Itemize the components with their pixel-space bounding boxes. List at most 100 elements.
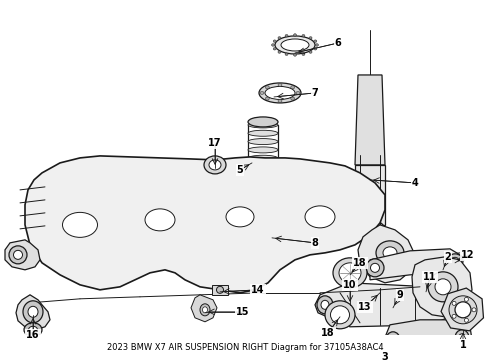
Ellipse shape — [366, 259, 384, 277]
Ellipse shape — [376, 241, 404, 265]
Ellipse shape — [258, 224, 298, 246]
Ellipse shape — [465, 297, 468, 301]
Ellipse shape — [9, 246, 27, 264]
Polygon shape — [355, 165, 385, 225]
Ellipse shape — [317, 296, 333, 314]
Ellipse shape — [455, 330, 469, 346]
Ellipse shape — [204, 156, 226, 174]
Ellipse shape — [314, 48, 317, 50]
Ellipse shape — [202, 307, 207, 313]
Ellipse shape — [23, 301, 43, 323]
Ellipse shape — [428, 272, 458, 302]
Ellipse shape — [321, 300, 329, 309]
Ellipse shape — [314, 40, 317, 42]
Text: 15: 15 — [236, 307, 250, 317]
Ellipse shape — [422, 285, 430, 293]
Ellipse shape — [355, 220, 385, 240]
Ellipse shape — [273, 40, 276, 42]
Ellipse shape — [390, 336, 396, 344]
Text: 8: 8 — [312, 238, 318, 248]
Polygon shape — [384, 293, 465, 315]
Ellipse shape — [28, 306, 38, 317]
Ellipse shape — [266, 228, 290, 242]
Ellipse shape — [278, 84, 282, 86]
Ellipse shape — [248, 189, 278, 194]
Text: 9: 9 — [396, 290, 403, 300]
Polygon shape — [315, 283, 455, 327]
Ellipse shape — [339, 263, 361, 283]
Text: 14: 14 — [251, 285, 265, 295]
Ellipse shape — [265, 97, 270, 100]
Ellipse shape — [285, 35, 288, 37]
Ellipse shape — [370, 264, 379, 272]
Text: 1: 1 — [460, 340, 466, 350]
Polygon shape — [441, 288, 484, 331]
Ellipse shape — [248, 147, 278, 153]
Text: 4: 4 — [412, 178, 418, 188]
Ellipse shape — [449, 296, 477, 324]
Ellipse shape — [386, 298, 400, 312]
Polygon shape — [386, 320, 472, 357]
Bar — [212, 285, 228, 295]
Text: 12: 12 — [461, 250, 475, 260]
Ellipse shape — [291, 97, 294, 100]
Polygon shape — [412, 257, 472, 317]
Ellipse shape — [435, 279, 451, 295]
Ellipse shape — [278, 37, 281, 39]
Text: 11: 11 — [423, 272, 437, 282]
Ellipse shape — [275, 36, 315, 54]
Text: 16: 16 — [26, 330, 40, 340]
Ellipse shape — [24, 323, 42, 337]
Polygon shape — [25, 156, 385, 293]
Ellipse shape — [472, 308, 476, 312]
Ellipse shape — [294, 34, 296, 36]
Ellipse shape — [14, 250, 23, 259]
Ellipse shape — [452, 301, 456, 305]
Ellipse shape — [455, 299, 462, 306]
Ellipse shape — [302, 35, 305, 37]
Polygon shape — [191, 295, 217, 322]
Ellipse shape — [309, 37, 312, 39]
Ellipse shape — [248, 155, 278, 161]
Polygon shape — [5, 240, 40, 270]
Ellipse shape — [248, 180, 278, 186]
Ellipse shape — [145, 209, 175, 231]
Ellipse shape — [63, 212, 98, 237]
Ellipse shape — [248, 117, 278, 127]
Ellipse shape — [386, 332, 400, 348]
Ellipse shape — [281, 39, 309, 51]
Text: 7: 7 — [312, 88, 318, 98]
Polygon shape — [355, 75, 385, 165]
Ellipse shape — [418, 281, 434, 297]
Ellipse shape — [451, 257, 459, 264]
Text: 3: 3 — [382, 352, 389, 360]
Ellipse shape — [441, 299, 459, 315]
Ellipse shape — [445, 303, 455, 311]
Ellipse shape — [248, 197, 278, 203]
Ellipse shape — [260, 91, 264, 94]
Ellipse shape — [265, 86, 270, 89]
Polygon shape — [358, 225, 415, 283]
Ellipse shape — [452, 314, 456, 318]
Text: 5: 5 — [237, 165, 244, 175]
Ellipse shape — [316, 44, 318, 46]
Text: 18: 18 — [321, 328, 335, 338]
Ellipse shape — [465, 318, 468, 322]
Ellipse shape — [248, 122, 278, 128]
Ellipse shape — [217, 286, 223, 293]
Text: 6: 6 — [335, 38, 342, 48]
Ellipse shape — [447, 254, 463, 268]
Ellipse shape — [278, 99, 282, 103]
Ellipse shape — [28, 326, 38, 333]
Ellipse shape — [325, 301, 355, 329]
Text: 18: 18 — [353, 258, 367, 268]
Text: 17: 17 — [208, 138, 222, 148]
Ellipse shape — [302, 53, 305, 55]
Ellipse shape — [248, 139, 278, 145]
Text: 2: 2 — [444, 252, 451, 262]
Ellipse shape — [309, 51, 312, 53]
Ellipse shape — [305, 206, 335, 228]
Polygon shape — [412, 273, 440, 303]
Ellipse shape — [265, 86, 295, 99]
Ellipse shape — [248, 130, 278, 136]
